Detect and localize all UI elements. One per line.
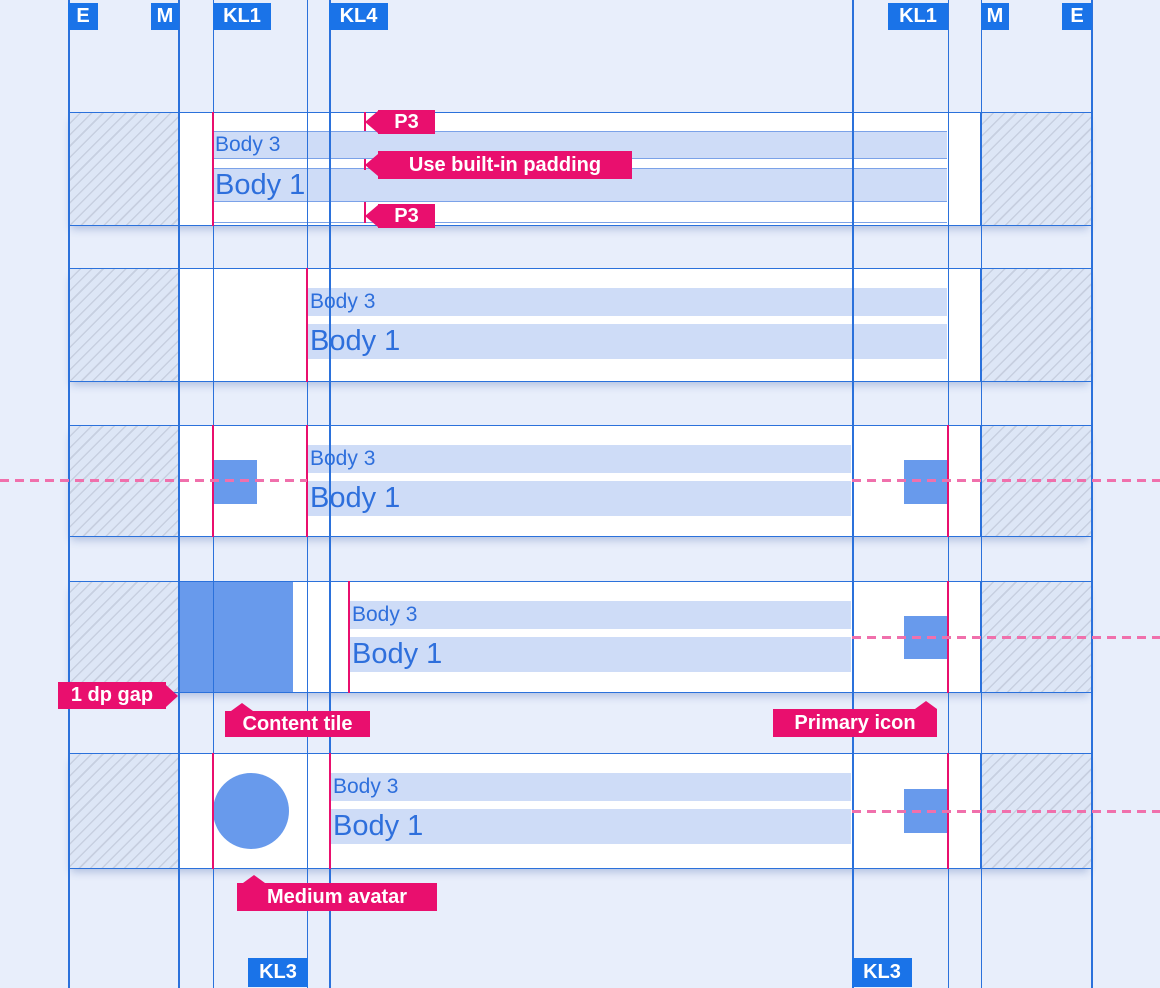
medium-avatar-label: Medium avatar <box>266 885 408 908</box>
body3-bar: Body 3 <box>331 773 851 801</box>
keyline-label-kl1-left: KL1 <box>213 3 271 30</box>
square-icon <box>904 460 947 504</box>
body3-text: Body 3 <box>352 603 418 626</box>
square-icon <box>213 460 257 504</box>
body1-bar: Body 1 <box>331 809 851 844</box>
content-tile-tag: Content tile <box>225 703 370 737</box>
margin-hatch-left <box>68 113 179 225</box>
body1-bar: Body 1 <box>308 324 947 359</box>
body3-text: Body 3 <box>310 447 376 470</box>
body3-text: Body 3 <box>333 775 399 798</box>
keyline-label-m-right: M <box>981 3 1009 30</box>
medium-avatar-tag: Medium avatar <box>237 875 437 911</box>
keyline-label-kl3-right: KL3 <box>852 958 912 987</box>
margin-hatch-left <box>68 754 179 868</box>
p3-top-label: P3 <box>394 110 419 133</box>
p3-bottom-tag: P3 <box>365 204 435 228</box>
arrow-right-icon <box>166 684 178 707</box>
arrow-left-icon <box>365 205 378 227</box>
primary-icon-label: Primary icon <box>794 711 916 734</box>
margin-hatch-left <box>68 582 179 692</box>
body1-text: Body 1 <box>310 482 401 514</box>
body3-bar: Body 3 <box>350 601 851 629</box>
center-dashed-line <box>852 479 1160 482</box>
arrow-up-icon <box>243 875 265 883</box>
p3-top-tag: P3 <box>365 110 435 134</box>
keyline-e-left-line <box>68 0 70 988</box>
center-dashed-line <box>852 636 1160 639</box>
keyline-label-kl1-right: KL1 <box>888 3 948 30</box>
body3-text: Body 3 <box>310 290 376 313</box>
active-keyline <box>306 425 308 537</box>
active-keyline <box>306 268 308 382</box>
one-dp-gap-tag: 1 dp gap <box>58 682 178 709</box>
body1-bar: Body 1 <box>350 637 851 672</box>
body1-bar: Body 1 <box>308 481 851 516</box>
avatar-circle <box>213 773 289 849</box>
padding-rule <box>213 222 947 223</box>
content-tile <box>180 582 293 692</box>
body3-bar: Body 3 <box>308 445 851 473</box>
p3-bottom-label: P3 <box>394 204 419 227</box>
arrow-up-icon <box>915 701 937 709</box>
primary-icon-tag: Primary icon <box>773 701 937 737</box>
margin-hatch-left <box>68 269 179 381</box>
content-tile-label: Content tile <box>242 712 353 735</box>
active-keyline <box>212 112 214 226</box>
use-builtin-padding-tag: Use built-in padding <box>365 151 632 179</box>
active-keyline <box>329 753 331 869</box>
center-dashed-line <box>0 479 307 482</box>
center-dashed-line <box>852 810 1160 813</box>
keyline-e-right-line <box>1091 0 1093 988</box>
keyline-kl4-left-line <box>329 0 331 988</box>
body1-text: Body 1 <box>215 169 306 201</box>
arrow-left-icon <box>365 111 378 133</box>
keyline-m-right-line <box>980 0 982 988</box>
body1-text: Body 1 <box>310 325 401 357</box>
use-builtin-padding-label: Use built-in padding <box>408 153 602 176</box>
body3-text: Body 3 <box>215 133 281 156</box>
body3-bar: Body 3 <box>308 288 947 316</box>
one-dp-gap-label: 1 dp gap <box>70 684 154 706</box>
keyline-kl3-right-line <box>852 0 854 988</box>
keyline-label-m-left: M <box>151 3 179 30</box>
padding-rule <box>213 201 947 202</box>
keyline-label-kl4-left: KL4 <box>329 3 388 30</box>
arrow-up-icon <box>231 703 253 711</box>
active-keyline <box>348 581 350 693</box>
arrow-left-icon <box>365 154 378 176</box>
margin-hatch-right <box>980 269 1092 381</box>
keyline-label-kl3-left: KL3 <box>248 958 308 987</box>
body1-text: Body 1 <box>333 810 424 842</box>
body1-text: Body 1 <box>352 638 443 670</box>
keyline-m-left-line <box>178 0 180 988</box>
padding-rule <box>213 131 947 132</box>
keyline-label-e-right: E <box>1062 3 1092 30</box>
margin-hatch-right <box>980 113 1092 225</box>
keyline-label-e-left: E <box>68 3 98 30</box>
active-keyline <box>212 753 214 869</box>
